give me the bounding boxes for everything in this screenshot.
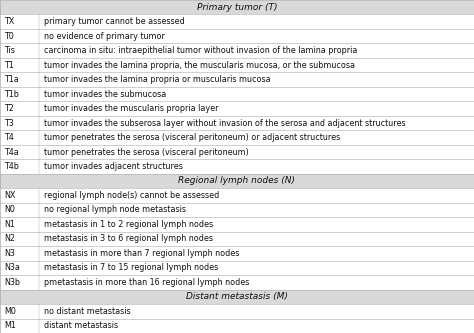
Bar xyxy=(0,14,474,29)
Bar xyxy=(0,174,474,188)
Text: primary tumor cannot be assessed: primary tumor cannot be assessed xyxy=(44,17,184,26)
Text: Distant metastasis (M): Distant metastasis (M) xyxy=(186,292,288,301)
Bar xyxy=(0,232,474,246)
Text: T2: T2 xyxy=(4,104,14,113)
Text: metastasis in 7 to 15 regional lymph nodes: metastasis in 7 to 15 regional lymph nod… xyxy=(44,263,218,272)
Bar xyxy=(0,0,474,14)
Bar xyxy=(0,159,474,174)
Text: metastasis in 3 to 6 regional lymph nodes: metastasis in 3 to 6 regional lymph node… xyxy=(44,234,213,243)
Text: T0: T0 xyxy=(4,32,14,41)
Bar xyxy=(0,116,474,130)
Text: Tis: Tis xyxy=(4,46,15,55)
Text: Primary tumor (T): Primary tumor (T) xyxy=(197,3,277,12)
Text: pmetastasis in more than 16 regional lymph nodes: pmetastasis in more than 16 regional lym… xyxy=(44,278,249,287)
Bar xyxy=(0,29,474,43)
Bar xyxy=(0,87,474,101)
Text: T1b: T1b xyxy=(4,90,18,99)
Text: regional lymph node(s) cannot be assessed: regional lymph node(s) cannot be assesse… xyxy=(44,191,219,200)
Bar xyxy=(0,261,474,275)
Text: T4b: T4b xyxy=(4,162,18,171)
Text: tumor invades the subserosa layer without invasion of the serosa and adjacent st: tumor invades the subserosa layer withou… xyxy=(44,119,405,128)
Text: N1: N1 xyxy=(4,220,15,229)
Bar xyxy=(0,145,474,159)
Text: metastasis in more than 7 regional lymph nodes: metastasis in more than 7 regional lymph… xyxy=(44,249,239,258)
Text: M1: M1 xyxy=(4,321,16,330)
Bar xyxy=(0,290,474,304)
Text: T3: T3 xyxy=(4,119,14,128)
Bar xyxy=(0,217,474,232)
Text: N3: N3 xyxy=(4,249,15,258)
Text: tumor invades the muscularis propria layer: tumor invades the muscularis propria lay… xyxy=(44,104,218,113)
Bar xyxy=(0,275,474,290)
Text: carcinoma in situ: intraepithelial tumor without invasion of the lamina propria: carcinoma in situ: intraepithelial tumor… xyxy=(44,46,357,55)
Text: T4: T4 xyxy=(4,133,14,142)
Text: no regional lymph node metastasis: no regional lymph node metastasis xyxy=(44,205,186,214)
Text: T1a: T1a xyxy=(4,75,18,84)
Text: M0: M0 xyxy=(4,307,16,316)
Text: T1: T1 xyxy=(4,61,14,70)
Text: N0: N0 xyxy=(4,205,15,214)
Text: tumor penetrates the serosa (visceral peritoneum): tumor penetrates the serosa (visceral pe… xyxy=(44,148,248,157)
Bar xyxy=(0,203,474,217)
Text: tumor invades the submucosa: tumor invades the submucosa xyxy=(44,90,166,99)
Text: T4a: T4a xyxy=(4,148,18,157)
Text: N3b: N3b xyxy=(4,278,20,287)
Bar xyxy=(0,72,474,87)
Bar xyxy=(0,319,474,333)
Text: Regional lymph nodes (N): Regional lymph nodes (N) xyxy=(179,176,295,185)
Bar xyxy=(0,101,474,116)
Text: no distant metastasis: no distant metastasis xyxy=(44,307,130,316)
Text: tumor penetrates the serosa (visceral peritoneum) or adjacent structures: tumor penetrates the serosa (visceral pe… xyxy=(44,133,340,142)
Text: NX: NX xyxy=(4,191,15,200)
Bar xyxy=(0,58,474,72)
Bar xyxy=(0,188,474,203)
Text: N3a: N3a xyxy=(4,263,19,272)
Text: TX: TX xyxy=(4,17,14,26)
Text: tumor invades the lamina propria or muscularis mucosa: tumor invades the lamina propria or musc… xyxy=(44,75,270,84)
Text: distant metastasis: distant metastasis xyxy=(44,321,118,330)
Bar xyxy=(0,304,474,319)
Bar xyxy=(0,43,474,58)
Text: tumor invades adjacent structures: tumor invades adjacent structures xyxy=(44,162,182,171)
Text: tumor invades the lamina propria, the muscularis mucosa, or the submucosa: tumor invades the lamina propria, the mu… xyxy=(44,61,355,70)
Text: no evidence of primary tumor: no evidence of primary tumor xyxy=(44,32,164,41)
Bar xyxy=(0,130,474,145)
Bar xyxy=(0,246,474,261)
Text: metastasis in 1 to 2 regional lymph nodes: metastasis in 1 to 2 regional lymph node… xyxy=(44,220,213,229)
Text: N2: N2 xyxy=(4,234,15,243)
